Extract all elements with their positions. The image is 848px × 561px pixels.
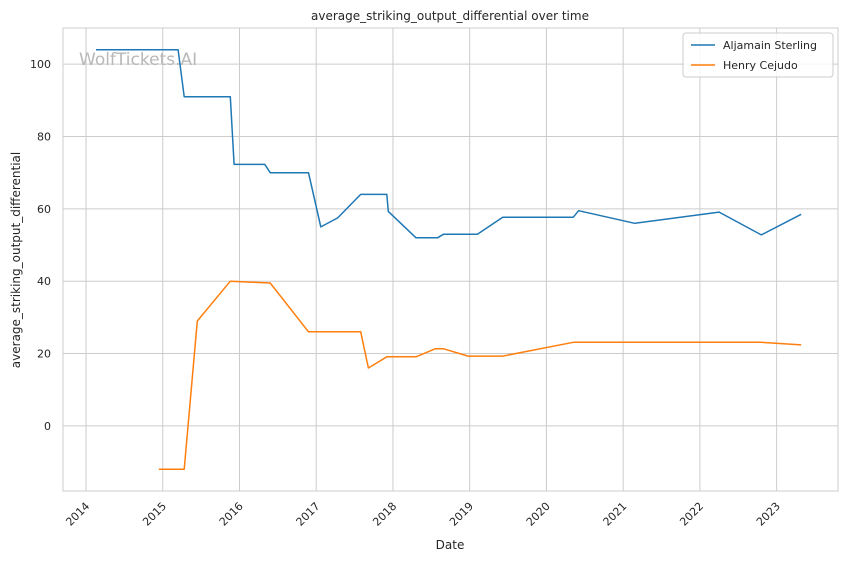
y-tick-label: 60 [37,203,51,216]
plot-area [62,27,839,492]
series-line-0 [96,48,802,239]
series-layer [96,48,802,471]
legend-label: Aljamain Sterling [723,39,817,52]
chart-title: average_striking_output_differential ove… [311,9,589,23]
series-line-1 [158,280,802,471]
y-tick-label: 100 [30,58,51,71]
y-tick-label: 40 [37,275,51,288]
legend: Aljamain Sterling Henry Cejudo [682,32,834,78]
legend-label: Henry Cejudo [723,59,798,72]
grid [63,28,838,491]
y-axis-title: average_striking_output_differential [9,152,23,368]
x-axis-title: Date [436,538,465,552]
legend-box [682,32,834,78]
y-tick-label: 80 [37,131,51,144]
y-axis-ticks: 0 20 40 60 80 100 [30,58,51,433]
y-tick-label: 0 [44,420,51,433]
watermark: WolfTickets.AI [79,50,197,70]
y-tick-label: 20 [37,348,51,361]
